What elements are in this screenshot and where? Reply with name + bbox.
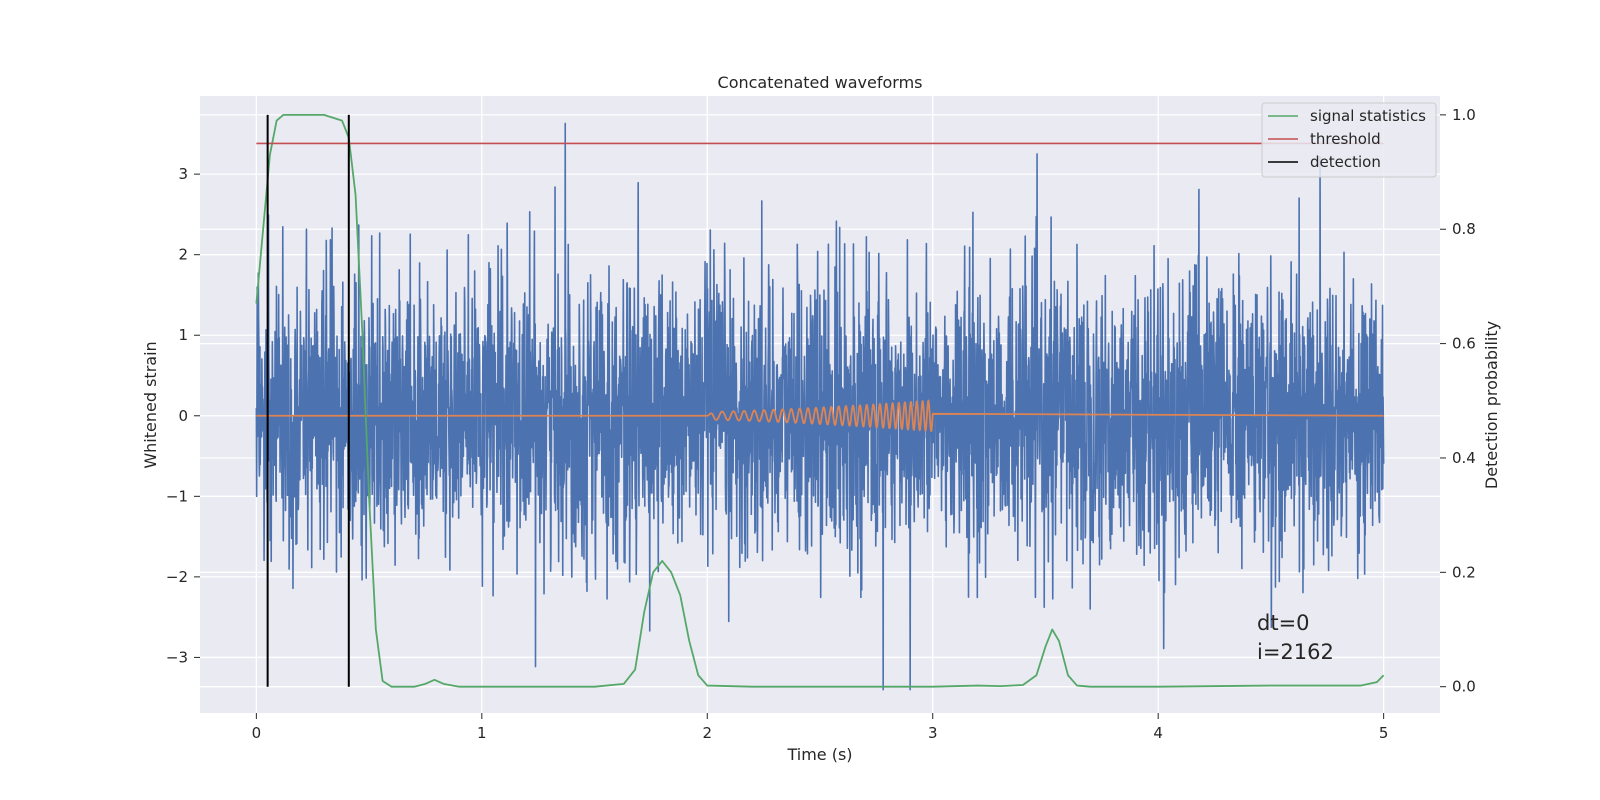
y-tick-label: 3 [178, 165, 188, 183]
y-tick-label: −1 [166, 487, 188, 505]
legend-label-detection: detection [1310, 153, 1381, 171]
signal-statistics-line [255, 113, 1385, 688]
y2-tick-label: 0.2 [1452, 563, 1476, 581]
strain-line [255, 122, 1385, 691]
x-tick-label: 5 [1379, 724, 1389, 742]
strain-series [255, 122, 1385, 691]
x-tick-label: 3 [928, 724, 938, 742]
y-axis-ticks: −3 −2 −1 0 1 2 3 [166, 165, 200, 666]
injected-waveform-series [256, 399, 1384, 433]
x-axis-title: Time (s) [786, 745, 852, 764]
detection-series [266, 114, 350, 687]
signal-statistics-series [255, 113, 1385, 688]
y-tick-label: −2 [166, 568, 188, 586]
x-tick-label: 0 [252, 724, 262, 742]
legend-label-threshold: threshold [1310, 130, 1381, 148]
y-tick-label: −3 [166, 648, 188, 666]
legend: signal statistics threshold detection [1261, 102, 1437, 178]
y2-tick-label: 0.0 [1452, 678, 1476, 696]
chart-title: Concatenated waveforms [718, 73, 923, 92]
y-axis-title: Whitened strain [141, 341, 160, 468]
y-tick-label: 2 [178, 246, 188, 264]
y2-axis-ticks: 0.0 0.2 0.4 0.6 0.8 1.0 [1440, 106, 1476, 696]
injected-waveform-line [256, 399, 1384, 433]
y2-tick-label: 0.8 [1452, 220, 1476, 238]
annotation-index: i=2162 [1257, 640, 1334, 664]
y2-tick-label: 0.6 [1452, 335, 1476, 353]
legend-box [1261, 102, 1437, 178]
x-axis-ticks: 0 1 2 3 4 5 [252, 713, 1389, 742]
x-tick-label: 1 [477, 724, 487, 742]
x-tick-label: 2 [702, 724, 712, 742]
y-tick-label: 0 [178, 407, 188, 425]
y-tick-label: 1 [178, 326, 188, 344]
legend-label-signal-statistics: signal statistics [1310, 107, 1426, 125]
x-tick-label: 4 [1153, 724, 1163, 742]
y2-axis-title: Detection probability [1482, 321, 1501, 489]
annotation-dt: dt=0 [1257, 611, 1310, 635]
y2-tick-label: 0.4 [1452, 449, 1476, 467]
y2-tick-label: 1.0 [1452, 106, 1476, 124]
